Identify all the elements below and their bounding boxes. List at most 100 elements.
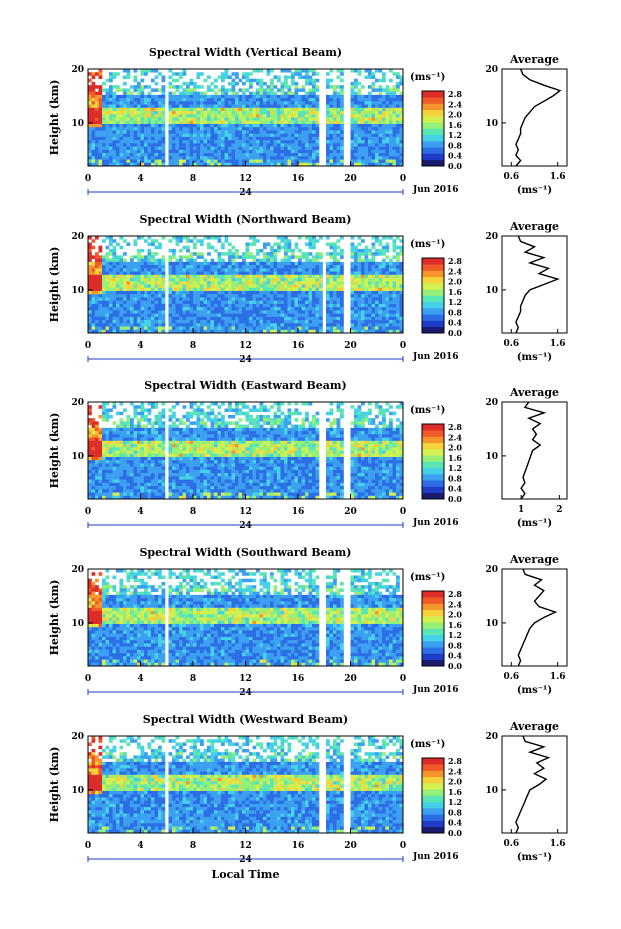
heatmap-cell (123, 268, 127, 272)
heatmap-cell (284, 136, 288, 141)
heatmap-cell (147, 310, 152, 314)
heatmap-cell (126, 414, 131, 419)
heatmap-cell (361, 278, 365, 282)
heatmap-cell (385, 104, 390, 109)
heatmap-cell (315, 78, 320, 83)
heatmap-cell (88, 281, 92, 285)
heatmap-cell (252, 98, 257, 102)
heatmap-cell (392, 123, 397, 128)
heatmap-cell (242, 88, 246, 92)
heatmap-cell (329, 127, 334, 131)
heatmap-cell (305, 120, 309, 125)
x-tick-label: 4 (137, 174, 143, 184)
heatmap-cell (140, 434, 145, 438)
heatmap-cell (312, 274, 316, 279)
heatmap-cell (378, 261, 383, 266)
heatmap-cell (207, 268, 211, 272)
heatmap-cell (105, 466, 110, 471)
heatmap-cell (140, 303, 145, 308)
heatmap-cell (137, 81, 141, 86)
heatmap-cell (259, 294, 264, 298)
heatmap-cell (266, 290, 271, 295)
heatmap-cell (119, 274, 124, 279)
heatmap-cell (133, 130, 138, 134)
heatmap-cell (228, 149, 232, 154)
heatmap-cell (382, 120, 386, 125)
heatmap-cell (200, 265, 204, 269)
heatmap-cell (315, 162, 320, 167)
colorbar-swatch (422, 134, 444, 142)
heatmap-cell (228, 88, 232, 92)
heatmap-cell (112, 255, 117, 259)
heatmap-cell (179, 98, 183, 102)
heatmap-cell (144, 120, 148, 125)
beam-panel-2: Spectral Width (Eastward Beam)2010Height… (48, 379, 568, 531)
heatmap-cell (130, 133, 134, 138)
heatmap-cell (308, 307, 313, 311)
heatmap-cell (256, 313, 260, 318)
heatmap-cell (88, 486, 92, 490)
heatmap-cell (340, 297, 344, 301)
heatmap-cell (123, 466, 127, 471)
heatmap-cell (305, 130, 309, 134)
heatmap-cell (336, 162, 341, 167)
heatmap-cell (245, 140, 250, 144)
heatmap-cell (396, 107, 400, 112)
heatmap-cell (179, 146, 183, 151)
heatmap-cell (130, 456, 134, 461)
heatmap-cell (140, 323, 145, 327)
heatmap-cell (266, 326, 271, 331)
heatmap-cell (193, 133, 197, 138)
heatmap-cell (294, 120, 299, 125)
heatmap-cell (263, 323, 267, 327)
heatmap-cell (126, 316, 131, 321)
heatmap-cell (91, 143, 96, 147)
heatmap-cell (396, 88, 400, 92)
heatmap-cell (140, 258, 145, 263)
heatmap-cell (259, 130, 264, 134)
heatmap-cell (280, 85, 285, 89)
heatmap-cell (368, 297, 372, 301)
heatmap-cell (319, 320, 323, 324)
heatmap-cell (326, 313, 330, 318)
heatmap-cell (91, 136, 96, 141)
heatmap-cell (123, 140, 127, 144)
heatmap-cell (231, 326, 236, 331)
heatmap-cell (109, 473, 113, 477)
heatmap-cell (109, 162, 113, 167)
heatmap-cell (336, 271, 341, 276)
heatmap-cell (270, 107, 274, 112)
heatmap-cell (123, 290, 127, 295)
heatmap-cell (371, 140, 376, 144)
heatmap-cell (193, 81, 197, 86)
heatmap-cell (95, 294, 99, 298)
heatmap-cell (214, 153, 218, 157)
heatmap-cell (214, 101, 218, 105)
heatmap-cell (329, 114, 334, 118)
heatmap-cell (126, 94, 131, 99)
heatmap-cell (98, 303, 103, 308)
heatmap-cell (105, 440, 110, 445)
heatmap-cell (98, 133, 103, 138)
heatmap-cell (326, 323, 330, 327)
heatmap-cell (357, 111, 362, 115)
heatmap-cell (137, 476, 141, 480)
heatmap-cell (161, 162, 166, 167)
heatmap-cell (256, 120, 260, 125)
heatmap-cell (235, 248, 239, 253)
heatmap-cell (280, 274, 285, 279)
heatmap-cell (231, 329, 236, 334)
heatmap-cell (203, 323, 208, 327)
heatmap-cell (109, 242, 113, 246)
heatmap-cell (266, 88, 271, 92)
heatmap-cell (357, 294, 362, 298)
heatmap-cell (161, 85, 166, 89)
heatmap-cell (361, 284, 365, 289)
heatmap-cell (207, 323, 211, 327)
heatmap-cell (256, 127, 260, 131)
heatmap-cell (312, 242, 316, 246)
heatmap-cell (88, 316, 92, 321)
heatmap-cell (263, 130, 267, 134)
heatmap-cell (116, 120, 120, 125)
heatmap-cell (161, 101, 166, 105)
